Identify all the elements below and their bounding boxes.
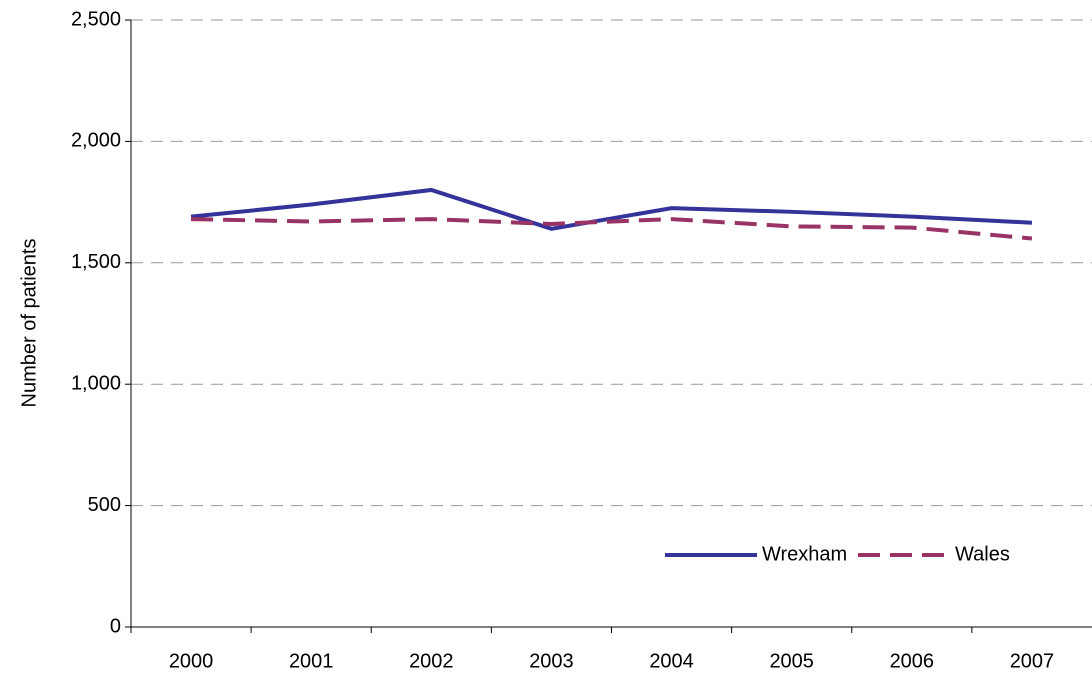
- y-tick-label: 2,500: [71, 8, 121, 30]
- y-axis-title: Number of patients: [18, 239, 40, 408]
- x-tick-label: 2005: [769, 650, 814, 672]
- x-tick-label: 2003: [529, 650, 574, 672]
- legend-label: Wrexham: [762, 543, 847, 565]
- x-tick-label: 2002: [409, 650, 454, 672]
- x-tick-label: 2004: [649, 650, 694, 672]
- x-tick-label: 2000: [169, 650, 214, 672]
- x-tick-label: 2007: [1010, 650, 1055, 672]
- x-tick-label: 2006: [890, 650, 935, 672]
- line-series: [190, 187, 1033, 231]
- x-tick-label: 2001: [289, 650, 334, 672]
- y-tick-label: 2,000: [71, 130, 121, 152]
- y-tick-label: 0: [110, 615, 121, 637]
- y-tick-label: 1,000: [71, 372, 121, 394]
- y-tick-label: 500: [88, 494, 121, 516]
- line-series: [191, 217, 1033, 241]
- y-tick-label: 1,500: [71, 251, 121, 273]
- legend-label: Wales: [955, 543, 1010, 565]
